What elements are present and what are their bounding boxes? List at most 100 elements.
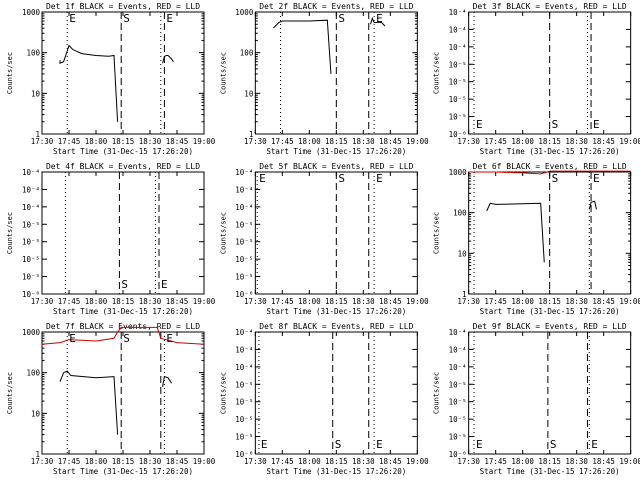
x-tick-label: 19:00 [193, 457, 216, 466]
panel-title: Det 6f BLACK = Events, RED = LLD [473, 162, 627, 171]
y-axis-label: Counts/sec [219, 52, 227, 94]
y-tick-label: 10 [458, 249, 468, 258]
panel-title: Det 8f BLACK = Events, RED = LLD [259, 322, 413, 331]
x-tick-label: 19:00 [406, 297, 429, 306]
marker-label: E [166, 12, 173, 25]
x-tick-label: 18:30 [352, 457, 375, 466]
marker-label: E [166, 332, 173, 345]
x-axis-label: Start Time (31-Dec-15 17:26:20) [53, 307, 193, 316]
panel-title: Det 5f BLACK = Events, RED = LLD [259, 162, 413, 171]
marker-label: S [552, 118, 559, 131]
x-tick-label: 18:00 [85, 297, 108, 306]
x-tick-label: 17:30 [244, 137, 267, 146]
y-tick-label: 10⁻⁴ [449, 25, 467, 34]
y-axis-label: Counts/sec [433, 52, 441, 94]
y-tick-label: 10⁻⁵ [235, 433, 253, 442]
axes-frame [41, 171, 205, 295]
axes-frame [468, 331, 632, 455]
y-tick-label: 100 [453, 209, 467, 218]
x-tick-label: 17:45 [484, 137, 507, 146]
y-tick-label: 100 [26, 49, 40, 58]
y-tick-label: 10⁻⁴ [449, 43, 467, 52]
x-tick-label: 18:15 [325, 457, 348, 466]
x-tick-label: 17:45 [271, 297, 294, 306]
x-tick-label: 18:45 [379, 457, 402, 466]
panel-9: Det 9f BLACK = Events, RED = LLD 17:30 17:… [433, 322, 640, 476]
y-tick-label: 1000 [22, 8, 41, 17]
x-tick-label: 18:00 [511, 137, 534, 146]
marker-label: E [69, 12, 76, 25]
y-tick-label: 10⁻⁴ [449, 363, 467, 372]
x-tick-label: 19:00 [406, 137, 429, 146]
y-tick-label: 10⁻⁵ [449, 60, 467, 69]
y-tick-label: 1 [462, 290, 467, 299]
x-tick-label: 17:45 [271, 137, 294, 146]
x-tick-label: 18:30 [352, 297, 375, 306]
marker-label: E [591, 438, 598, 451]
x-tick-label: 18:30 [565, 297, 588, 306]
x-axis-label: Start Time (31-Dec-15 17:26:20) [480, 307, 620, 316]
y-tick-label: 10⁻⁵ [235, 238, 253, 247]
events-series [162, 375, 173, 387]
panel-title: Det 3f BLACK = Events, RED = LLD [473, 2, 627, 11]
y-axis-label: Counts/sec [6, 52, 14, 94]
y-tick-label: 1 [35, 450, 40, 459]
y-axis-label: Counts/sec [433, 372, 441, 414]
x-tick-label: 18:00 [85, 457, 108, 466]
x-tick-label: 17:30 [457, 297, 480, 306]
x-axis-label: Start Time (31-Dec-15 17:26:20) [480, 147, 620, 156]
x-tick-label: 17:30 [244, 457, 267, 466]
x-tick-label: 18:15 [538, 457, 561, 466]
y-tick-label: 1000 [235, 8, 254, 17]
x-tick-label: 17:30 [31, 457, 54, 466]
x-tick-label: 18:00 [298, 457, 321, 466]
x-axis-label: Start Time (31-Dec-15 17:26:20) [53, 147, 193, 156]
events-series [59, 370, 119, 435]
y-tick-label: 10 [31, 89, 41, 98]
panel-title: Det 2f BLACK = Events, RED = LLD [259, 2, 413, 11]
x-tick-label: 18:45 [166, 457, 189, 466]
marker-label: S [552, 172, 559, 185]
x-tick-label: 18:30 [565, 137, 588, 146]
events-series [162, 55, 174, 64]
y-tick-label: 10⁻⁴ [22, 185, 40, 194]
x-tick-label: 17:45 [484, 297, 507, 306]
y-tick-label: 10⁻⁵ [22, 220, 40, 229]
y-tick-label: 10⁻⁵ [22, 273, 40, 282]
y-tick-label: 10⁻⁵ [235, 220, 253, 229]
events-series [588, 200, 597, 210]
x-tick-label: 18:15 [112, 297, 135, 306]
y-tick-label: 100 [240, 49, 254, 58]
x-tick-label: 18:15 [325, 137, 348, 146]
x-tick-label: 17:30 [31, 137, 54, 146]
x-tick-label: 18:15 [325, 297, 348, 306]
y-tick-label: 10⁻⁴ [449, 345, 467, 354]
x-tick-label: 17:30 [31, 297, 54, 306]
y-tick-label: 10 [244, 89, 254, 98]
y-tick-label: 10⁻⁶ [235, 450, 253, 459]
y-axis-label: Counts/sec [6, 372, 14, 414]
y-tick-label: 10⁻⁵ [22, 238, 40, 247]
axes-frame [41, 331, 205, 455]
x-axis-label: Start Time (31-Dec-15 17:26:20) [480, 467, 620, 476]
x-tick-label: 18:45 [592, 457, 615, 466]
x-tick-label: 18:00 [511, 297, 534, 306]
x-tick-label: 19:00 [406, 457, 429, 466]
panel-7: Det 7f BLACK = Events, RED = LLD 17:30 17:… [6, 322, 216, 476]
marker-label: E [593, 118, 600, 131]
x-tick-label: 18:00 [298, 297, 321, 306]
y-tick-label: 10⁻⁶ [22, 290, 40, 299]
marker-label: S [338, 12, 345, 25]
x-tick-label: 18:00 [511, 457, 534, 466]
y-tick-label: 10⁻⁴ [22, 203, 40, 212]
y-tick-label: 100 [26, 369, 40, 378]
y-tick-label: 10⁻⁵ [449, 398, 467, 407]
events-series [370, 16, 386, 27]
panel-6: Det 6f BLACK = Events, RED = LLD 17:30 17:… [433, 162, 640, 316]
marker-label: S [335, 438, 342, 451]
y-tick-label: 1000 [449, 168, 468, 177]
marker-label: E [593, 172, 600, 185]
marker-label: E [476, 438, 483, 451]
y-tick-label: 10⁻⁶ [449, 450, 467, 459]
x-tick-label: 18:00 [298, 137, 321, 146]
